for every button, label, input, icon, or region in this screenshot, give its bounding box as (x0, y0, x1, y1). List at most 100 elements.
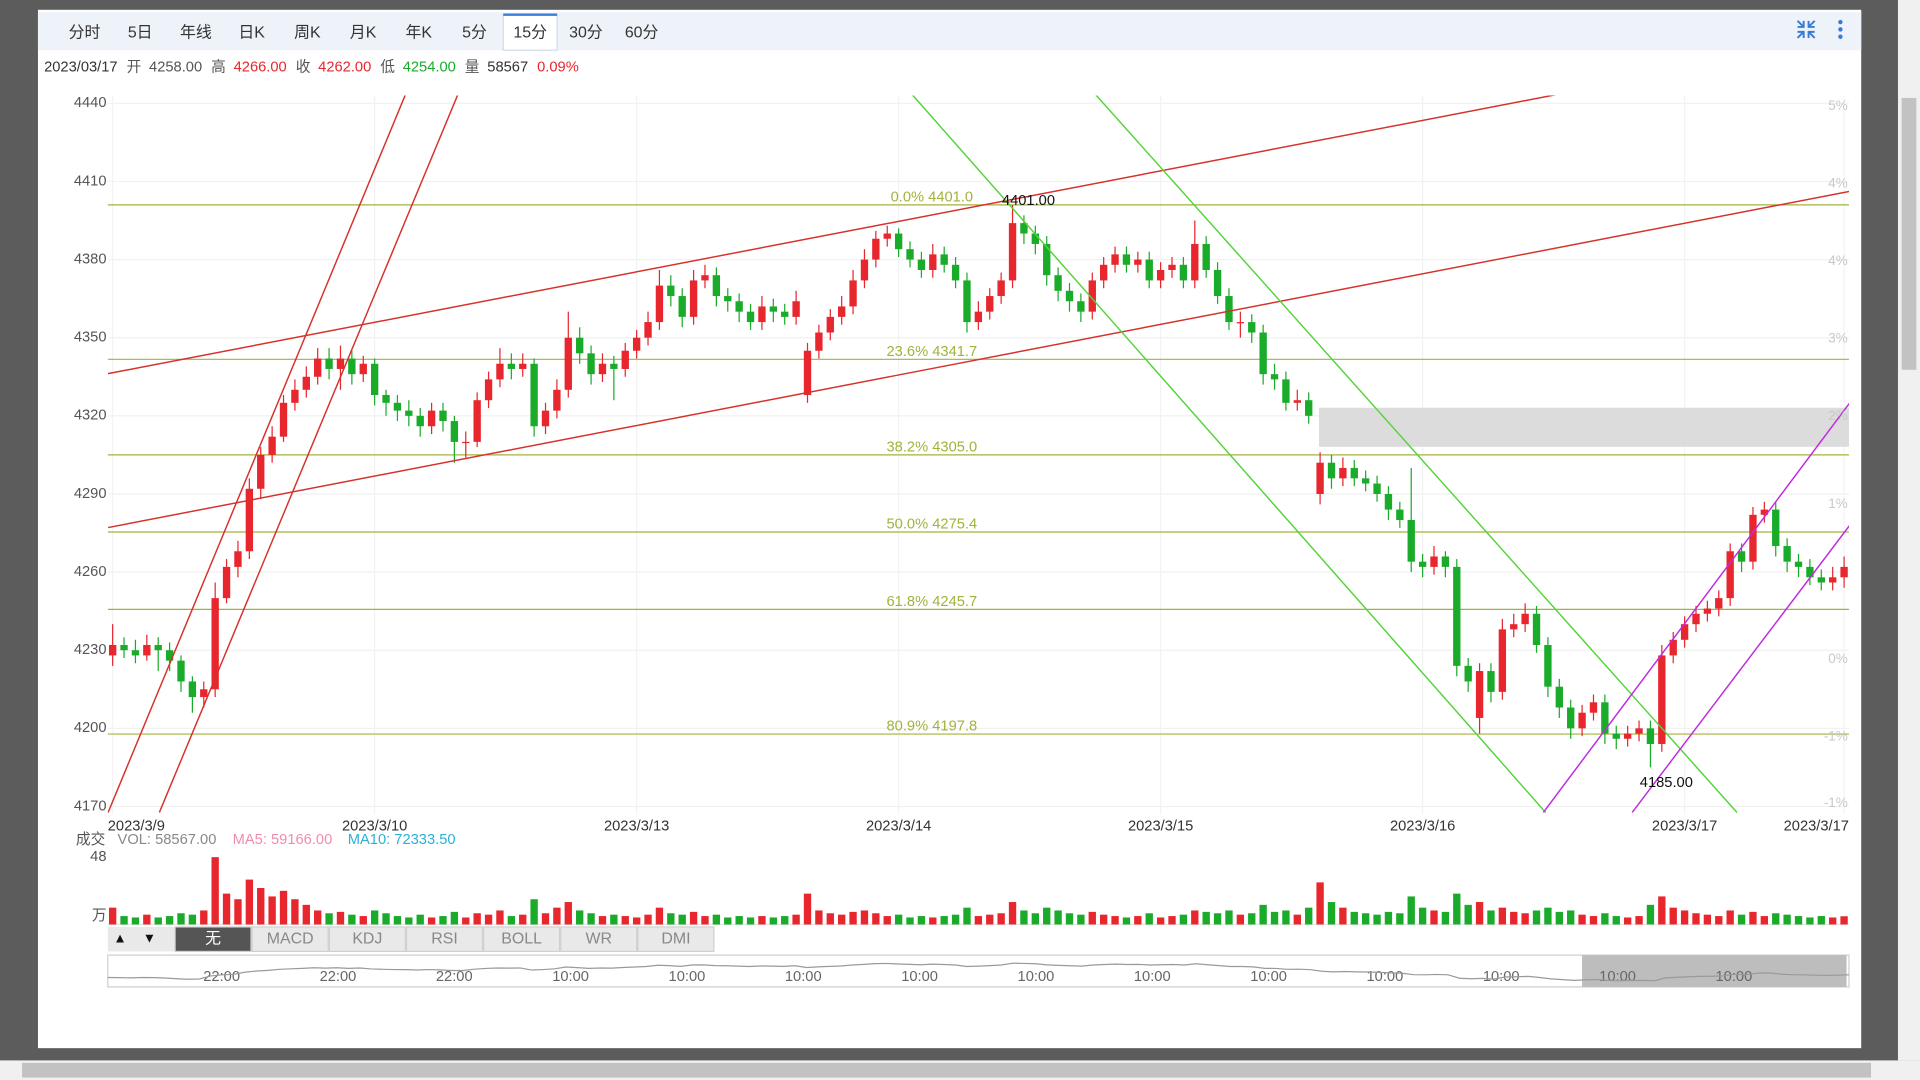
indicator-tab-label[interactable]: RSI (431, 930, 458, 947)
navigator-label: 22:00 (203, 969, 240, 985)
candle-body (621, 350, 629, 369)
volume-bar (1282, 910, 1290, 925)
scroll-arrow[interactable]: ▼ (143, 931, 156, 946)
volume-bar (1168, 916, 1176, 925)
indicator-tab-label[interactable]: WR (586, 930, 613, 947)
tab[interactable]: 30分 (569, 23, 603, 41)
volume-bar (894, 914, 903, 925)
scroll-arrow[interactable]: ▲ (113, 931, 126, 946)
candle-body (1316, 462, 1324, 494)
candle-body (1122, 254, 1131, 265)
indicator-tab[interactable] (483, 926, 561, 953)
candle-body (188, 681, 197, 698)
volume-bar (1407, 896, 1415, 925)
candle-body (1794, 561, 1803, 567)
price-annotation: 4401.00 (1002, 193, 1055, 209)
tab[interactable]: 分时 (69, 23, 101, 41)
menu-dot[interactable] (1838, 34, 1843, 39)
candle-body (838, 306, 846, 317)
candle-body (1760, 509, 1769, 515)
volume-bar (906, 917, 914, 925)
collapse-icon[interactable] (1796, 20, 1816, 39)
y-tick-label: 4200 (74, 720, 107, 736)
indicator-tab[interactable] (251, 926, 329, 953)
volume-bar (234, 899, 242, 925)
volume-bar (1384, 911, 1393, 925)
volume-bar (314, 910, 322, 925)
navigator (107, 954, 1850, 988)
volume-bar (929, 917, 937, 925)
x-tick-label: 2023/3/17 (1784, 818, 1849, 834)
candle-body (1305, 400, 1313, 416)
tab[interactable]: 年K (406, 23, 433, 41)
volume-bar (143, 914, 151, 925)
tab[interactable]: 周K (294, 24, 321, 41)
candle-body (1475, 671, 1484, 718)
tab[interactable]: 日K (238, 24, 265, 41)
quote-open: 4258.00 (149, 59, 202, 75)
indicator-tab[interactable] (405, 926, 484, 953)
trend-line (107, 190, 1849, 529)
volume-bar (1213, 913, 1222, 925)
candle-body (963, 280, 971, 323)
volume-bar (860, 910, 869, 925)
h-scroll-thumb[interactable] (22, 1062, 1872, 1078)
y2-tick-label: 2% (1828, 408, 1847, 423)
volume-bar (735, 916, 743, 925)
tab[interactable]: 15分 (513, 23, 547, 41)
navigator-label: 10:00 (552, 969, 589, 985)
candle-body (108, 645, 117, 656)
candle-body (1065, 290, 1074, 302)
tab[interactable]: 60分 (625, 23, 659, 41)
candle-body (724, 296, 732, 302)
navigator-label: 10:00 (1599, 969, 1636, 985)
candle-body (1680, 624, 1689, 640)
navigator-window[interactable] (1582, 955, 1847, 987)
y-tick-label: 4320 (74, 408, 107, 424)
tab[interactable]: 月K (350, 24, 377, 41)
volume-bar (462, 917, 470, 925)
volume-bar (257, 888, 265, 925)
indicator-tab[interactable] (328, 926, 406, 953)
indicator-tab[interactable] (174, 926, 252, 953)
indicator-tab-label[interactable]: KDJ (352, 930, 382, 947)
volume-bar (1555, 911, 1563, 925)
tab[interactable]: 5分 (462, 23, 487, 41)
y2-tick-label: 4% (1828, 253, 1847, 268)
volume-bar (1088, 911, 1096, 925)
indicator-tab-label[interactable]: 无 (205, 930, 221, 947)
candle-body (1031, 233, 1039, 244)
fib-label: 23.6% 4341.7 (887, 344, 978, 360)
volume-bar (1544, 907, 1552, 925)
volume-bar (473, 913, 481, 925)
x-tick-label: 2023/3/15 (1128, 818, 1193, 834)
volume-bar (291, 899, 299, 925)
menu-dot[interactable] (1838, 19, 1843, 25)
menu-dot[interactable] (1838, 27, 1843, 32)
quote-date: 2023/03/17 (44, 59, 118, 75)
indicator-tab-label[interactable]: MACD (267, 930, 314, 947)
volume-legend: MA10: 72333.50 (348, 832, 456, 848)
tab[interactable]: 年线 (180, 23, 212, 41)
candle-body (1715, 598, 1723, 609)
indicator-tab-label[interactable]: BOLL (501, 930, 542, 947)
volume-bar (1817, 916, 1825, 925)
indicator-tab-label[interactable]: DMI (661, 930, 690, 947)
candle-body (1099, 264, 1108, 281)
candle-body (314, 358, 322, 377)
candle-body (1225, 296, 1233, 323)
candle-body (1829, 577, 1837, 583)
tab[interactable]: 5日 (128, 24, 153, 41)
indicator-tab[interactable] (637, 926, 715, 953)
candle-body (1772, 509, 1780, 547)
candle-body (245, 488, 254, 552)
volume-bar (382, 913, 390, 925)
indicator-tab[interactable] (560, 926, 638, 953)
candle-body (325, 358, 333, 369)
candle-body (1635, 728, 1643, 734)
volume-bar (769, 917, 778, 925)
volume-bar (325, 913, 333, 925)
volume-bar (838, 914, 846, 925)
v-scroll-thumb[interactable] (1901, 97, 1917, 370)
candle-body (894, 233, 903, 250)
